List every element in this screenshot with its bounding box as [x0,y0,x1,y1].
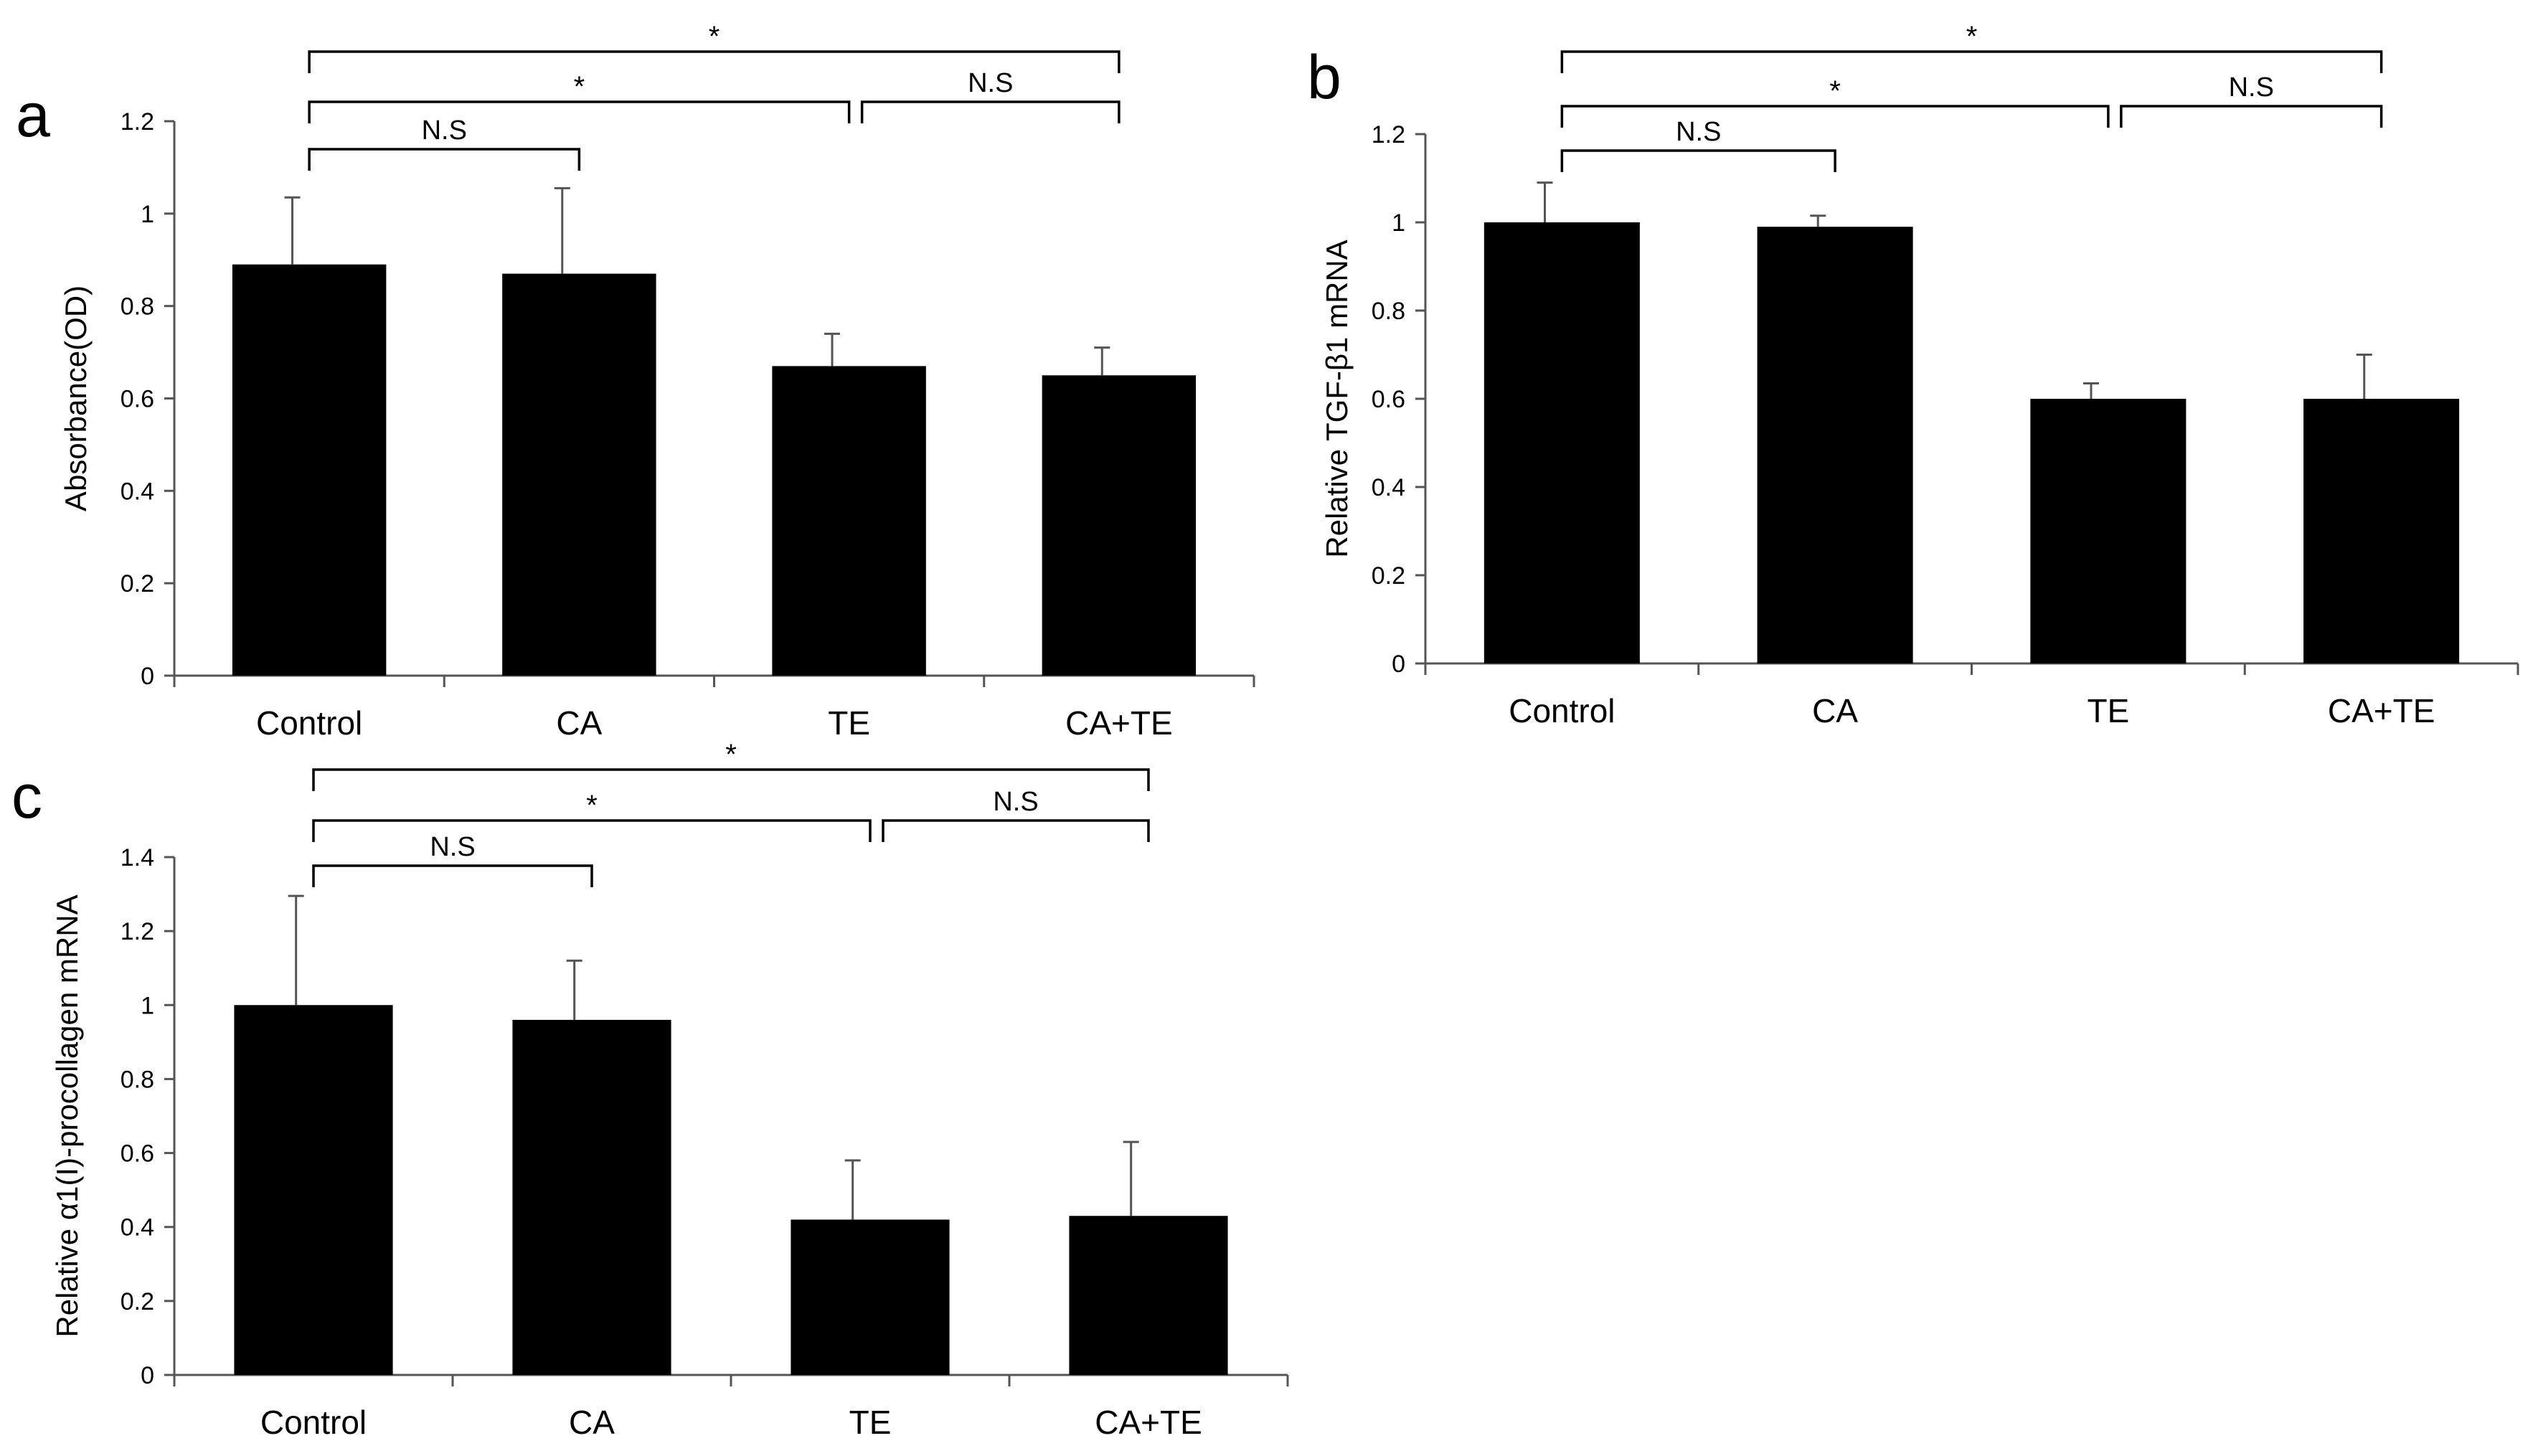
y-tick-label: 0.6 [1372,386,1405,413]
y-tick-label: 0.6 [121,1140,154,1168]
category-label: CA+TE [2328,692,2435,729]
y-tick-label: 0.8 [121,1066,154,1093]
significance-ns-label: N.S [993,787,1038,817]
category-label: TE [849,1404,892,1441]
bar-control [1483,222,1640,663]
significance-bracket [1560,105,2110,128]
category-label: CA+TE [1065,704,1173,742]
y-tick-label: 0 [141,663,154,690]
bar-ca-te [2303,399,2460,663]
y-tick-label: 1 [141,992,154,1019]
bar-control [234,1005,393,1375]
significance-ns-label: N.S [1676,117,1721,147]
significance-bracket [1560,50,2383,73]
y-tick-label: 1.2 [1372,121,1405,148]
significance-bracket [2120,105,2383,128]
category-label: CA [556,704,602,742]
y-tick-label: 0 [1392,651,1405,678]
significance-bracket [308,50,1121,73]
significance-bracket [312,864,593,887]
y-tick-label: 0.2 [1372,562,1405,590]
bar-ca [512,1019,671,1375]
significance-bracket [1560,149,1836,172]
significance-bracket [860,100,1121,123]
category-label: CA+TE [1095,1404,1202,1441]
category-label: Control [1509,692,1615,729]
panel-c: c 0 0.2 0.4 0.6 0.8 1 1.2 1.4 Control CA TE CA+TE Rel… [11,739,1289,1441]
y-tick-label: 0.8 [121,293,154,321]
panel-letter-c: c [11,762,42,831]
significance-bracket [312,768,1150,791]
panel-a: a 0 0.2 0.4 0.6 0.8 1 1.2 Control CA TE CA+TE Absorb… [16,21,1255,742]
category-label: Control [256,704,362,742]
y-tick-label: 0.6 [121,386,154,413]
significance-ns-label: N.S [430,832,475,862]
significance-star: * [574,71,585,103]
y-tick-label: 1.2 [121,918,154,945]
y-tick-label: 0.2 [121,1288,154,1315]
category-label: CA [1812,692,1858,729]
bar-te [791,1219,950,1375]
y-axis-title: Relative α1(I)-procollagen mRNA [50,894,84,1337]
significance-star: * [1829,75,1841,107]
significance-ns-label: N.S [968,68,1013,98]
y-tick-label: 1 [141,201,154,228]
category-label: TE [828,704,870,742]
bar-ca-te [1069,1216,1228,1375]
bar-ca [502,273,656,676]
significance-star: * [725,739,737,770]
significance-star: * [586,790,598,821]
category-label: TE [2087,692,2129,729]
panel-b: b 0 0.2 0.4 0.6 0.8 1 1.2 Control CA TE CA+TE Relati… [1307,21,2519,729]
category-label: Control [260,1404,367,1441]
panel-letter-b: b [1307,43,1341,112]
y-tick-label: 0.4 [1372,474,1405,501]
y-axis-title: Relative TGF-β1 mRNA [1320,240,1354,557]
y-tick-label: 0.8 [1372,298,1405,325]
panel-letter-a: a [16,81,50,150]
y-tick-label: 1.2 [121,108,154,136]
category-label: CA [569,1404,615,1441]
y-tick-label: 0 [141,1362,154,1389]
bar-ca-te [1042,375,1197,676]
y-axis-title: Absorbance(OD) [59,285,93,511]
y-tick-label: 1 [1392,209,1405,237]
significance-ns-label: N.S [422,115,467,146]
significance-star: * [1966,21,1978,52]
significance-bracket [308,148,581,171]
y-tick-label: 0.4 [121,1214,154,1242]
y-tick-label: 0.2 [121,570,154,597]
bar-te [2030,399,2186,663]
significance-star: * [709,21,720,52]
bar-control [232,264,387,676]
significance-bracket [308,100,851,123]
significance-ns-label: N.S [2229,72,2274,103]
significance-bracket [312,819,872,842]
significance-bracket [882,819,1150,842]
bar-te [772,366,926,676]
y-tick-label: 1.4 [121,844,154,871]
y-tick-label: 0.4 [121,478,154,505]
bar-ca [1757,227,1913,663]
